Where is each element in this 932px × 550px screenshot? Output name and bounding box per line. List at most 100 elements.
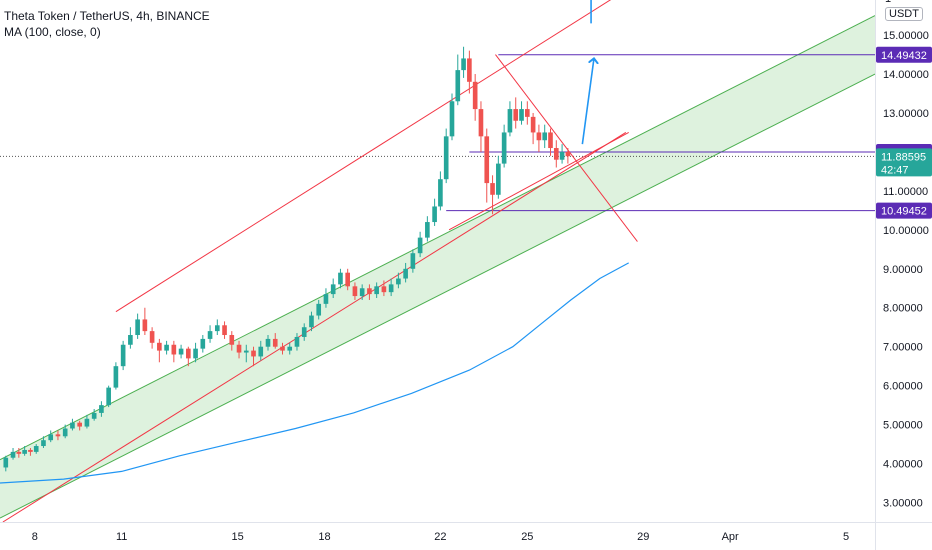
candle-body [243,350,249,353]
candle-body [33,446,39,452]
y-tick-label: 4.00000 [883,459,923,471]
x-tick-label: 22 [434,531,446,543]
candle [106,385,111,408]
candle-body [106,387,111,406]
candle-body [200,338,206,349]
candle [272,333,278,349]
candle-body [207,331,213,339]
candle-body [236,344,242,353]
candle [484,128,490,203]
bar-countdown-label: 42:47 [881,164,909,176]
candle-body [501,132,507,164]
candle-body [467,58,472,82]
candle-body [301,327,307,337]
indicator-label[interactable]: MA (100, close, 0) [4,25,101,39]
chart-header: Theta Token / TetherUS, 4h, BINANCE MA (… [4,8,210,40]
candle [323,288,329,308]
candle-body [388,284,394,293]
candle-body [16,451,22,454]
candle-body [157,342,162,351]
candle-body [70,422,75,429]
price-tag-label: 14.49432 [881,50,927,62]
candle [388,278,394,297]
currency-unit-button[interactable]: USDT [885,7,923,21]
candle [519,101,524,125]
candle-body [403,268,408,279]
candle [449,93,455,141]
candle-body [507,109,513,133]
candle [16,447,22,458]
candle [236,340,242,359]
candle [157,338,162,363]
candle-body [229,335,235,345]
y-tick-label: 10.00000 [883,225,929,237]
candle-body [367,288,372,295]
candle [530,112,536,145]
channel-lower-line [0,73,875,519]
candle [507,101,513,137]
candle-body [309,315,314,328]
candle-body [374,286,379,295]
candle [258,340,264,361]
candle-body [3,457,9,468]
candle [425,216,430,242]
candle [28,447,33,456]
moving-average-line [0,262,629,484]
candle [91,409,97,421]
candle-body [55,434,61,437]
candle [99,401,104,417]
candle [410,249,416,273]
candle [178,344,184,359]
candle-body [478,109,484,137]
candle [501,124,507,168]
candle [193,342,198,363]
candle [367,284,372,300]
candle-body [432,206,437,223]
candle [22,446,27,456]
candle-body [410,253,416,269]
candle [417,231,423,258]
candle [472,74,478,121]
x-tick-label: 25 [521,531,533,543]
price-tag-label: 10.49452 [881,206,927,218]
candle-body [396,278,401,285]
candle-body [77,422,82,427]
y-tick-label: 5.00000 [883,420,923,432]
candle [381,280,387,297]
candle [214,319,220,336]
candle [455,54,461,106]
candle-body [338,272,343,285]
y-tick-label: 15.00000 [883,30,929,42]
candle-body [186,348,191,359]
candle-body [99,405,104,413]
candle-body [519,109,524,121]
current-price-tag [876,148,932,177]
candle [478,101,484,152]
candle-body [62,428,68,437]
candle [171,340,177,363]
candle-body [381,286,387,293]
candle [294,333,300,351]
channel-fill [0,15,875,519]
candle-body [559,151,565,160]
candle [496,155,501,199]
level-price-tag [876,202,932,219]
candle [396,272,401,289]
candle [229,331,235,351]
symbol-title[interactable]: Theta Token / TetherUS, 4h, BINANCE [4,9,210,23]
candle [77,420,82,431]
y-tick-label: 9.00000 [883,264,923,276]
candle [62,424,68,439]
candle-body [443,136,449,180]
x-tick-label: Apr [722,531,739,543]
candle [55,430,61,441]
candle [207,325,213,343]
candle-body [120,344,126,367]
candle [120,340,126,371]
candle [467,50,472,94]
trend-line [115,0,612,313]
x-tick-label: 29 [637,531,649,543]
candle-body [84,418,90,427]
